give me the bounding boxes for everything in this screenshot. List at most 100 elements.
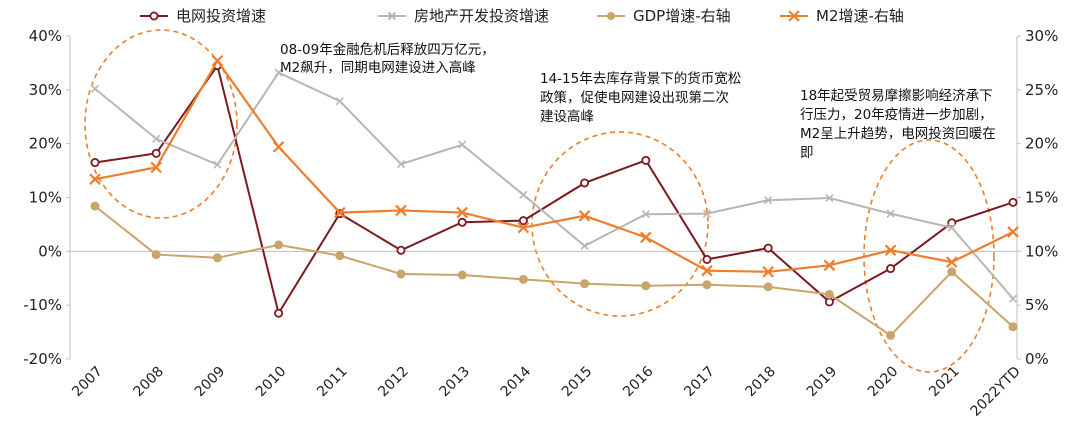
data-point bbox=[334, 206, 346, 219]
data-point bbox=[396, 245, 406, 255]
data-point bbox=[580, 279, 590, 289]
data-point bbox=[335, 97, 344, 106]
y-left-tick-label: 0% bbox=[38, 242, 62, 260]
y-right-tick-label: 0% bbox=[1025, 350, 1049, 368]
data-point bbox=[90, 201, 100, 211]
data-point bbox=[640, 231, 652, 244]
legend-marker bbox=[788, 10, 800, 22]
data-point bbox=[335, 251, 345, 261]
data-point bbox=[213, 160, 222, 169]
x-tick-label: 2022YTD bbox=[968, 364, 1024, 420]
data-point bbox=[456, 206, 468, 219]
annotation-line: M2飙升，同期电网建设进入高峰 bbox=[280, 59, 476, 76]
legend-marker bbox=[387, 11, 397, 21]
data-point bbox=[580, 241, 589, 251]
data-point bbox=[823, 259, 836, 272]
data-point bbox=[150, 161, 162, 174]
data-point bbox=[641, 210, 650, 219]
highlight-ellipse bbox=[84, 29, 238, 219]
series-layer bbox=[89, 54, 1019, 340]
series-3 bbox=[90, 201, 1018, 340]
x-tick-label: 2011 bbox=[314, 364, 351, 401]
data-point bbox=[274, 240, 284, 250]
data-point bbox=[762, 266, 774, 278]
highlight-ellipse bbox=[531, 131, 709, 317]
y-right-tick-label: 5% bbox=[1025, 296, 1049, 314]
data-point bbox=[824, 297, 834, 307]
x-tick-label: 2010 bbox=[253, 364, 290, 401]
legend-marker bbox=[607, 12, 615, 20]
data-point bbox=[152, 134, 161, 143]
data-point bbox=[702, 209, 712, 218]
data-point bbox=[701, 264, 713, 277]
y-left-tick-label: -10% bbox=[23, 296, 62, 314]
y-right-tick-label: 10% bbox=[1025, 242, 1058, 260]
data-point bbox=[824, 289, 834, 299]
x-tick-label: 2013 bbox=[437, 364, 474, 401]
data-point bbox=[763, 282, 773, 292]
data-point bbox=[1008, 322, 1018, 332]
data-point bbox=[396, 269, 406, 279]
x-tick-label: 2018 bbox=[743, 364, 780, 401]
series-line bbox=[94, 58, 1014, 273]
annotation-line: M2呈上升趋势，电网投资回暖在 bbox=[800, 126, 996, 142]
data-point bbox=[763, 243, 773, 253]
data-point bbox=[519, 190, 528, 199]
data-point bbox=[517, 221, 530, 234]
y-right-tick-label: 15% bbox=[1025, 189, 1058, 207]
legend-label: GDP增速-右轴 bbox=[633, 7, 731, 25]
x-tick-label: 2019 bbox=[804, 364, 841, 401]
data-point bbox=[947, 223, 956, 232]
data-point bbox=[884, 244, 897, 257]
x-tick-label: 2020 bbox=[865, 364, 902, 401]
data-point bbox=[457, 217, 467, 227]
data-point bbox=[946, 256, 958, 268]
data-point bbox=[764, 196, 773, 205]
series-line bbox=[94, 71, 1014, 300]
y-left-tick-label: 10% bbox=[29, 189, 62, 207]
legend-marker bbox=[149, 11, 159, 21]
data-point bbox=[518, 216, 528, 226]
data-point bbox=[274, 308, 284, 318]
data-point bbox=[886, 209, 895, 218]
data-point bbox=[396, 160, 406, 169]
data-point bbox=[395, 204, 407, 217]
x-tick-label: 2017 bbox=[681, 364, 718, 401]
data-point bbox=[947, 267, 957, 277]
series-2 bbox=[90, 68, 1018, 303]
data-point bbox=[886, 264, 896, 274]
highlight-ellipse bbox=[863, 139, 995, 373]
legend: 电网投资增速 房地产开发投资增速 GDP增速-右轴 M2增速-右轴 bbox=[140, 7, 904, 25]
y-right-tick-label: 20% bbox=[1025, 135, 1058, 153]
series-line bbox=[94, 63, 1014, 316]
annotation-text: 08-09年金融危机后释放四万亿元，M2飙升，同期电网建设进入高峰 bbox=[280, 42, 495, 76]
annotation-line: 18年起受贸易摩擦影响经济承下 bbox=[800, 87, 993, 104]
x-tick-label: 2007 bbox=[69, 364, 106, 401]
data-point bbox=[90, 84, 100, 93]
legend-item: M2增速-右轴 bbox=[780, 7, 904, 25]
annotation-line: 行压力，20年疫情进一步加剧， bbox=[800, 107, 993, 123]
legend-label: 房地产开发投资增速 bbox=[414, 7, 549, 25]
y-left-tick-label: 30% bbox=[29, 81, 62, 99]
y-left-tick-label: -20% bbox=[23, 350, 62, 368]
data-point bbox=[947, 218, 957, 228]
y-right-tick-label: 25% bbox=[1025, 81, 1058, 99]
data-point bbox=[212, 253, 222, 263]
data-point bbox=[457, 270, 467, 280]
data-point bbox=[702, 254, 712, 264]
annotation-line: 即 bbox=[800, 145, 814, 161]
data-point bbox=[641, 155, 651, 165]
y-left-tick-label: 40% bbox=[29, 27, 62, 45]
x-tick-label: 2014 bbox=[498, 363, 535, 400]
data-point bbox=[151, 148, 161, 158]
data-point bbox=[518, 274, 528, 284]
legend-label: 电网投资增速 bbox=[176, 7, 266, 25]
series-1 bbox=[90, 61, 1018, 318]
data-point bbox=[211, 54, 224, 67]
data-point bbox=[1007, 226, 1019, 238]
legend-item: GDP增速-右轴 bbox=[597, 7, 731, 25]
x-tick-label: 2012 bbox=[375, 364, 412, 401]
legend-item: 电网投资增速 bbox=[140, 7, 266, 25]
data-point bbox=[825, 193, 834, 203]
